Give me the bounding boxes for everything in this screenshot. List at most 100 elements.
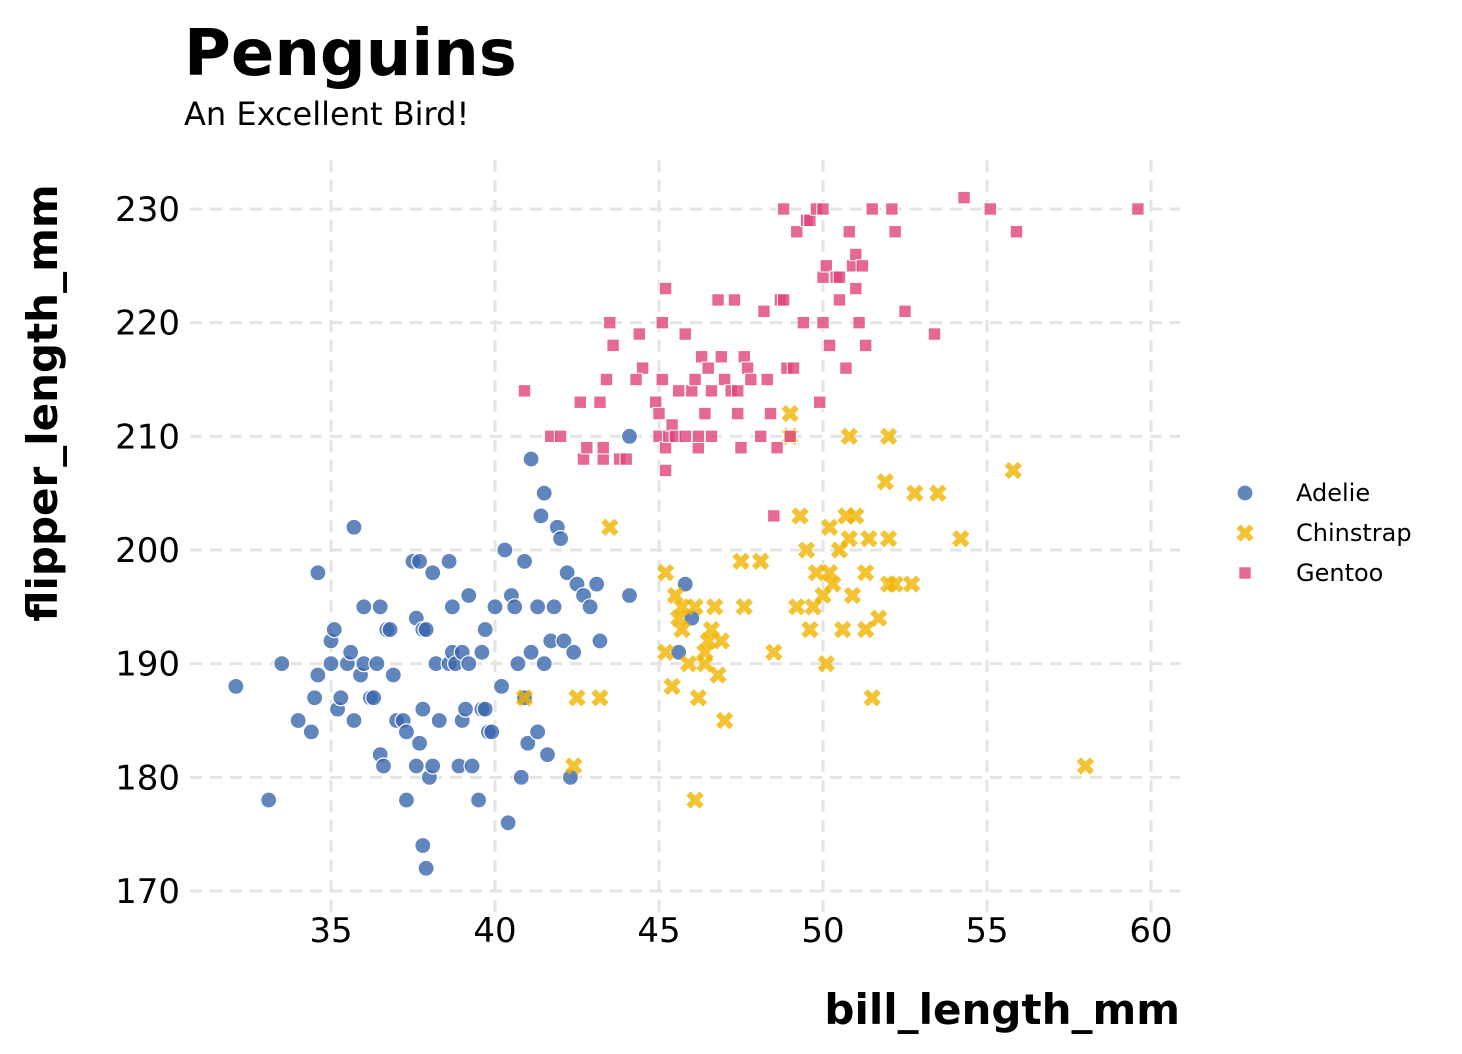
adelie-point [515, 552, 534, 570]
adelie-point [384, 666, 402, 684]
adelie-point [538, 745, 557, 764]
adelie-point [456, 700, 475, 718]
chinstrap-point [870, 609, 888, 627]
chinstrap-point-stroke [686, 598, 704, 616]
chinstrap-point-stroke [735, 598, 753, 616]
gentoo-point [717, 372, 732, 387]
legend-marker-gentoo [1238, 566, 1252, 580]
chinstrap-point-stroke [706, 598, 724, 616]
chinstrap-point [669, 609, 688, 627]
chinstrap-point [656, 564, 675, 582]
gentoo-point [839, 361, 853, 375]
gentoo-point [816, 202, 830, 216]
gentoo-point [885, 202, 899, 216]
chinstrap-point [709, 666, 727, 684]
adelie-point [512, 768, 530, 786]
gentoo-point [731, 406, 745, 421]
chinstrap-point-stroke [817, 654, 835, 673]
chinstrap-point [840, 529, 858, 548]
chinstrap-point-stroke [591, 689, 609, 707]
legend-label-chinstrap: Chinstrap [1296, 519, 1412, 547]
gentoo-point [691, 441, 706, 455]
adelie-point [260, 791, 278, 809]
chinstrap-point-stroke [751, 552, 770, 571]
chinstrap-point-stroke [515, 689, 534, 707]
chinstrap-point [863, 689, 881, 707]
gentoo-point [603, 315, 617, 330]
chinstrap-point-stroke [673, 620, 691, 639]
chinstrap-point-stroke [929, 484, 947, 502]
gentoo-point [865, 202, 879, 216]
adelie-point [414, 700, 432, 718]
y-tick-label: 230 [115, 190, 180, 230]
chinstrap-point-stroke [765, 643, 783, 661]
gentoo-point [688, 372, 702, 387]
gentoo-point [855, 259, 870, 273]
chinstrap-point [801, 620, 819, 639]
adelie-point [529, 723, 547, 741]
gentoo-point [957, 190, 971, 205]
chart-title: Penguins [184, 17, 517, 91]
chinstrap-point [565, 757, 583, 775]
chinstrap-point [847, 507, 865, 525]
chinstrap-point [715, 711, 734, 730]
chinstrap-point-stroke [791, 507, 809, 525]
chinstrap-point [788, 598, 806, 616]
chinstrap-point [656, 643, 675, 661]
gentoo-point [629, 372, 643, 387]
adelie-point [545, 598, 563, 616]
adelie-point [473, 643, 491, 661]
adelie-point [345, 711, 363, 730]
adelie-point [345, 518, 363, 536]
chinstrap-point-stroke [902, 575, 921, 593]
gentoo-point [983, 202, 997, 216]
adelie-point [555, 632, 573, 650]
adelie-point [443, 598, 461, 616]
chinstrap-point [807, 564, 826, 582]
adelie-point [273, 655, 291, 673]
chinstrap-point [902, 575, 921, 593]
adelie-point [522, 643, 540, 661]
adelie-point [535, 655, 553, 673]
chinstrap-point [673, 620, 691, 639]
adelie-point [476, 620, 494, 639]
gentoo-point [727, 293, 742, 307]
chinstrap-point [906, 484, 924, 502]
gentoo-point [776, 293, 791, 307]
chinstrap-point [673, 598, 691, 616]
legend-marker-chinstrap-stroke [1236, 524, 1254, 542]
chinstrap-point [732, 552, 750, 571]
adelie-point [551, 530, 570, 548]
adelie-point [322, 655, 340, 673]
adelie-point [309, 564, 327, 582]
gentoo-point [576, 452, 591, 466]
chinstrap-point [765, 643, 783, 661]
adelie-point [519, 734, 537, 752]
chinstrap-point-stroke [1004, 461, 1022, 480]
adelie-point [342, 643, 360, 661]
adelie-point [588, 575, 606, 593]
chinstrap-point [1076, 757, 1095, 775]
gentoo-point [760, 372, 774, 387]
legend-marker-chinstrap [1236, 524, 1254, 542]
adelie-point [417, 859, 435, 877]
chinstrap-point [751, 552, 770, 571]
y-axis-label: flipper_length_mm [18, 184, 67, 621]
gentoo-point [517, 384, 532, 398]
gentoo-point [744, 372, 758, 387]
adelie-point [532, 507, 550, 525]
adelie-point [374, 757, 393, 775]
adelie-point [460, 586, 478, 605]
adelie-point [424, 564, 442, 582]
chinstrap-point-stroke [656, 643, 675, 661]
gentoo-point [553, 429, 568, 444]
x-tick-label: 35 [309, 911, 352, 951]
chinstrap-point-stroke [843, 586, 862, 605]
gentoo-point [658, 441, 673, 455]
gentoo-point [737, 350, 751, 364]
adelie-point [424, 757, 442, 775]
x-tick-label: 40 [473, 911, 516, 951]
adelie-point [410, 734, 429, 752]
gentoo-point [1009, 225, 1024, 239]
